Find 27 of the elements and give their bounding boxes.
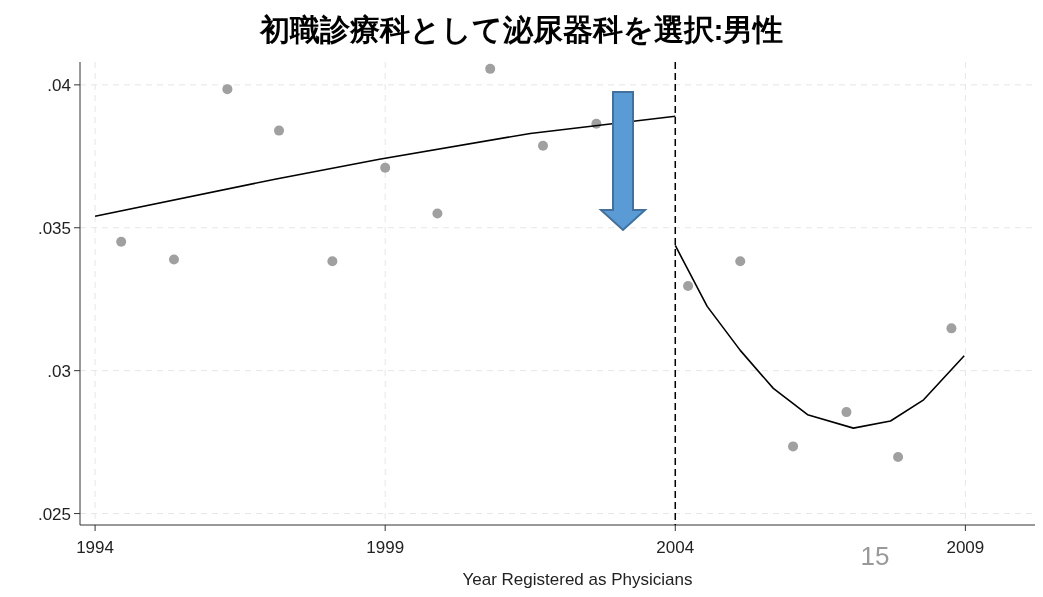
point [327,256,338,267]
point [380,162,391,173]
point [168,254,179,265]
x-tick-label: 2009 [946,538,985,557]
x-tick-label: 1994 [76,538,114,557]
point [432,208,443,219]
x-tick-label: 2004 [656,538,695,557]
point [893,451,904,462]
y-tick-label: .04 [47,75,71,95]
chart-title: 初職診療科として泌尿器科を選択:男性 [258,13,784,46]
point [538,140,548,151]
point [683,281,694,292]
point [222,84,233,95]
y-tick-label: .035 [37,218,71,238]
y-tick-label: .025 [37,504,71,524]
point [116,236,127,247]
x-axis-title: Year Registered as Physicians [462,570,693,589]
point [788,441,799,452]
point [274,125,285,136]
point [841,407,852,418]
point [485,63,496,74]
line-series [94,115,677,218]
y-tick-label: .03 [47,361,71,381]
x-tick-label: 1999 [366,538,405,557]
point [946,323,957,334]
text: 15 [860,541,890,571]
point [735,256,746,267]
